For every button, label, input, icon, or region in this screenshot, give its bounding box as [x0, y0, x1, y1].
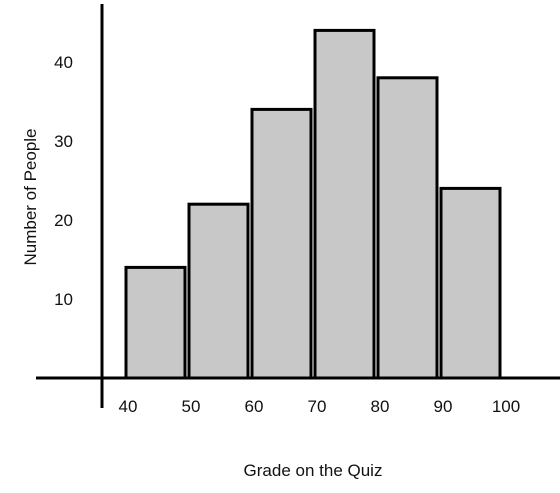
x-tick-labels: 40 50 60 70 80 90 100: [119, 397, 521, 416]
y-axis-title: Number of People: [21, 128, 40, 265]
x-tick-label: 50: [182, 397, 201, 416]
bar-60-70: [250, 107, 313, 380]
x-tick-label: 60: [245, 397, 264, 416]
y-tick-label: 10: [54, 290, 73, 309]
bars-group: [124, 28, 502, 380]
y-tick-label: 20: [54, 211, 73, 230]
x-axis-title: Grade on the Quiz: [244, 461, 383, 480]
y-tick-label: 30: [54, 132, 73, 151]
x-tick-label: 70: [308, 397, 327, 416]
bar-70-80: [313, 28, 376, 380]
bar-40-50: [124, 265, 187, 380]
bar-50-60: [187, 202, 250, 380]
x-tick-label: 100: [492, 397, 520, 416]
y-tick-labels: 10 20 30 40: [54, 53, 73, 309]
y-tick-label: 40: [54, 53, 73, 72]
bar-80-90: [376, 76, 439, 380]
x-tick-label: 80: [371, 397, 390, 416]
x-tick-label: 90: [434, 397, 453, 416]
bar-90-100: [439, 186, 502, 380]
x-tick-label: 40: [119, 397, 138, 416]
